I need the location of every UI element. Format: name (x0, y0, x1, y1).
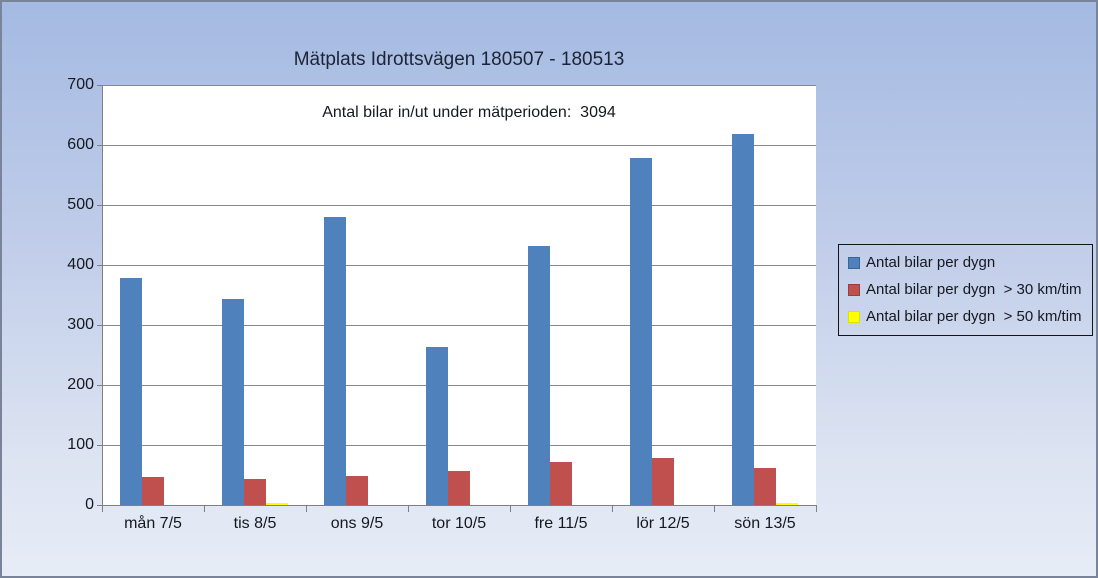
gridline (102, 445, 816, 446)
legend-swatch (848, 256, 860, 269)
legend-item: Antal bilar per dygn > 30 km/tim (848, 280, 1086, 298)
bar-over-50kmh (266, 503, 288, 505)
x-axis-tick (102, 506, 103, 512)
bar-per-dygn (426, 347, 448, 505)
x-tick-label: tor 10/5 (431, 515, 487, 532)
y-tick-label: 0 (85, 496, 94, 513)
y-tick-label: 500 (67, 196, 94, 213)
y-axis-tick (97, 145, 102, 146)
x-tick-label: fre 11/5 (534, 515, 588, 532)
x-axis-line (102, 505, 817, 506)
bar-per-dygn (528, 245, 550, 505)
bar-per-dygn (732, 133, 754, 505)
chart-title: Mätplats Idrottsvägen 180507 - 180513 (293, 49, 625, 70)
plot-area (102, 85, 816, 505)
x-axis-tick (408, 506, 409, 512)
legend-item: Antal bilar per dygn > 50 km/tim (848, 309, 1086, 325)
x-axis-tick (714, 506, 715, 512)
gridline (102, 205, 816, 206)
bar-over-30kmh (244, 479, 266, 505)
gridline (102, 145, 816, 146)
y-axis-tick (97, 205, 102, 206)
x-tick-label: tis 8/5 (233, 515, 277, 532)
legend-item: Antal bilar per dygn (848, 253, 1086, 271)
bar-over-30kmh (550, 462, 572, 505)
y-axis-tick (97, 265, 102, 266)
y-axis-tick (97, 505, 102, 506)
y-axis-tick (97, 85, 102, 86)
bar-over-30kmh (346, 476, 368, 505)
x-axis-tick (510, 506, 511, 512)
legend-label: Antal bilar per dygn > 30 km/tim (866, 280, 1082, 298)
legend: Antal bilar per dygn Antal bilar per dygn… (838, 244, 1093, 336)
legend-swatch (848, 283, 860, 296)
bar-over-30kmh (754, 467, 776, 505)
y-tick-label: 100 (67, 436, 94, 453)
y-tick-label: 700 (67, 76, 94, 93)
gridline (102, 385, 816, 386)
bar-over-30kmh (142, 477, 164, 505)
y-tick-label: 200 (67, 376, 94, 393)
x-tick-label: lör 12/5 (636, 515, 690, 532)
x-axis-tick (204, 506, 205, 512)
y-axis-tick (97, 385, 102, 386)
y-tick-label: 600 (67, 136, 94, 153)
y-axis-tick (97, 445, 102, 446)
gridline (102, 85, 816, 86)
y-axis-line (102, 85, 103, 506)
bar-per-dygn (120, 278, 142, 505)
y-tick-label: 300 (67, 316, 94, 333)
bar-per-dygn (222, 298, 244, 505)
bar-per-dygn (324, 217, 346, 505)
legend-label: Antal bilar per dygn (866, 253, 996, 271)
legend-label: Antal bilar per dygn > 50 km/tim (866, 308, 1082, 326)
bar-per-dygn (630, 158, 652, 505)
y-axis-tick (97, 325, 102, 326)
bar-over-50kmh (776, 503, 798, 505)
bar-over-30kmh (652, 457, 674, 505)
legend-swatch (848, 311, 860, 324)
gridline (102, 325, 816, 326)
x-tick-label: mån 7/5 (124, 515, 182, 532)
x-axis-tick (816, 506, 817, 512)
total-count-annotation: Antal bilar in/ut under mätperioden: 309… (322, 104, 616, 121)
x-axis-tick (612, 506, 613, 512)
x-tick-label: sön 13/5 (734, 515, 796, 532)
bar-over-30kmh (448, 471, 470, 505)
gridline (102, 265, 816, 266)
x-tick-label: ons 9/5 (330, 515, 384, 532)
y-tick-label: 400 (67, 256, 94, 273)
x-axis-tick (306, 506, 307, 512)
